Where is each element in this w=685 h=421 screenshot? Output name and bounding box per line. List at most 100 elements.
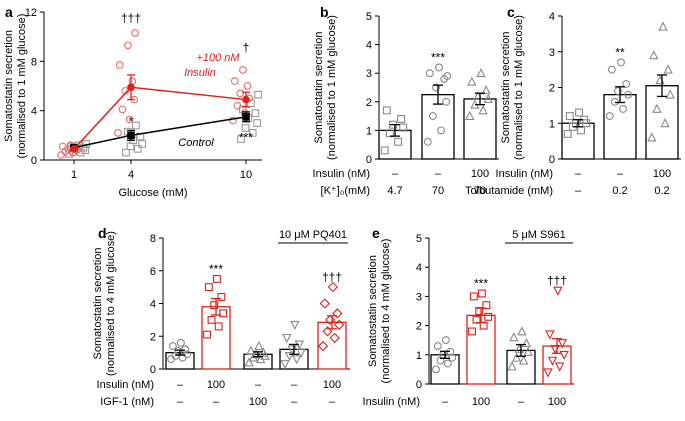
panel-d-data-point xyxy=(296,348,306,358)
panel-b-data-point xyxy=(465,110,475,121)
panel-c-y-tick-label: 3 xyxy=(549,47,555,59)
panel-d-data-point xyxy=(280,360,290,370)
panel-d-data-point xyxy=(319,298,331,309)
panel-c-row-value: 100 xyxy=(653,168,671,180)
panel-c-row-value: – xyxy=(575,185,582,197)
panel-a-annotation: *** xyxy=(239,131,253,145)
panel-c-significance: ** xyxy=(615,45,625,59)
panel-a-data-point xyxy=(254,90,262,99)
panel-d-data-point xyxy=(244,357,254,367)
panel-a-y-label: (normalised to 1 mM glucose) xyxy=(16,14,28,159)
panel-d-row-value: – xyxy=(291,379,298,391)
panel-d-row-value: – xyxy=(177,379,184,391)
panel-c-data-point xyxy=(610,97,619,106)
panel-a-data-point xyxy=(248,129,257,137)
panel-e-data-point xyxy=(543,368,553,378)
panel-c-y-tick-label: 0 xyxy=(549,154,555,166)
panel-e-bar xyxy=(466,314,496,385)
panel-e-data-point xyxy=(433,342,442,350)
panel-d-data-point xyxy=(217,292,226,301)
panel-e-bracket-label: 5 μM S961 xyxy=(512,229,565,241)
panel-a-x-label: Glucose (mM) xyxy=(118,187,187,199)
panel-a-legend-control: Control xyxy=(178,137,214,149)
panel-e-data-point xyxy=(509,332,519,342)
panel-b-data-point xyxy=(397,115,406,123)
panel-d-data-point xyxy=(291,355,302,365)
panel-c-data-point xyxy=(647,132,657,142)
panel-d-bar xyxy=(317,321,347,370)
panel-e-data-point xyxy=(477,289,486,298)
panel-d-data-point xyxy=(203,330,211,339)
panel-e-data-point xyxy=(469,292,478,301)
panel-d-row-label: IGF-1 (nM) xyxy=(100,396,154,408)
panel-e-data-point xyxy=(557,339,568,349)
panel-a-data-point xyxy=(81,146,90,154)
panel-c-data-point xyxy=(665,89,675,99)
panel-a-y-label: Somatostatin secretion xyxy=(3,30,15,142)
panel-c-row-value: 0.2 xyxy=(612,185,627,197)
panel-d-data-point xyxy=(325,314,336,326)
panel-c-row-value: 0.2 xyxy=(654,185,669,197)
panel-c-data-point xyxy=(660,118,670,128)
panel-a-data-point xyxy=(237,135,245,143)
panel-b-y-label: Somatostatin secretion xyxy=(313,32,325,144)
panel-d-data-point xyxy=(333,319,345,330)
panel-d-data-point xyxy=(254,340,264,351)
panel-a-data-point xyxy=(243,82,252,90)
panel-e-y-tick-label: 1 xyxy=(416,350,422,362)
panel-b-data-point xyxy=(476,67,486,78)
panel-c-data-point xyxy=(649,50,659,60)
panel-d-data-point xyxy=(176,338,185,347)
panel-a-legend-insulin-2: Insulin xyxy=(184,67,216,79)
panel-e-data-point xyxy=(482,301,491,310)
panel-e-y-tick-label: 4 xyxy=(416,262,422,274)
panel-c-data-point xyxy=(663,64,673,74)
panel-b-data-point xyxy=(394,137,403,146)
panel-a-annotation: * xyxy=(129,114,134,128)
panel-b-data-point xyxy=(399,123,408,132)
panel-b-data-point xyxy=(481,85,491,95)
panel-e-row-value: 100 xyxy=(548,396,566,408)
panel-e-data-point xyxy=(559,350,569,361)
panel-b-row-label: Insulin (nM) xyxy=(313,168,370,180)
panel-e-y-tick-label: 3 xyxy=(416,291,422,303)
panel-a-mean-marker xyxy=(242,113,250,121)
panel-c-y-label: Somatostatin secretion xyxy=(500,32,512,144)
panel-d-data-point xyxy=(329,332,340,344)
panel-e-data-point xyxy=(432,365,440,374)
panel-b-row-value: 4.7 xyxy=(387,185,402,197)
panel-e-data-point xyxy=(545,330,555,340)
panel-d-significance: *** xyxy=(209,262,223,276)
panel-c-data-point xyxy=(652,103,662,113)
panel-b-y-tick-label: 4 xyxy=(366,40,372,52)
panel-e-row-value: – xyxy=(518,396,525,408)
panel-a-series-line xyxy=(73,86,247,150)
panel-d-y-tick-label: 8 xyxy=(150,233,156,245)
panel-a-data-point xyxy=(241,124,250,132)
panel-a-data-point xyxy=(239,66,247,74)
panel-a-y-tick-label: 4 xyxy=(31,106,37,118)
panel-d-data-point xyxy=(168,342,177,351)
panel-d-row-value: – xyxy=(177,396,184,408)
panel-a-x-tick-label: 10 xyxy=(240,169,252,181)
panel-a-data-point xyxy=(230,77,239,85)
panel-c-y-tick-label: 2 xyxy=(549,83,555,95)
panel-d-row-label: Insulin (nM) xyxy=(97,379,154,391)
panel-c-row-value: – xyxy=(617,168,624,180)
panel-d-data-point xyxy=(210,301,219,310)
panel-a-data-point xyxy=(138,140,147,148)
panel-c-data-point xyxy=(619,104,628,113)
panel-e-data-point xyxy=(554,362,565,372)
panel-e-row-value: – xyxy=(442,396,449,408)
panel-a-data-point xyxy=(124,41,132,50)
panel-e-row-label: Insulin (nM) xyxy=(363,396,420,408)
panel-e-bar xyxy=(430,354,460,385)
panel-a-legend-insulin: +100 nM xyxy=(196,52,240,64)
panel-a-data-point xyxy=(233,101,242,110)
panel-e-data-point xyxy=(441,336,450,345)
panel-b-row-value: 70 xyxy=(474,185,486,197)
panel-b-bar xyxy=(421,94,455,160)
panel-d-data-point xyxy=(174,347,183,355)
panel-c-data-point xyxy=(563,130,572,138)
panel-a-data-point xyxy=(253,119,262,127)
